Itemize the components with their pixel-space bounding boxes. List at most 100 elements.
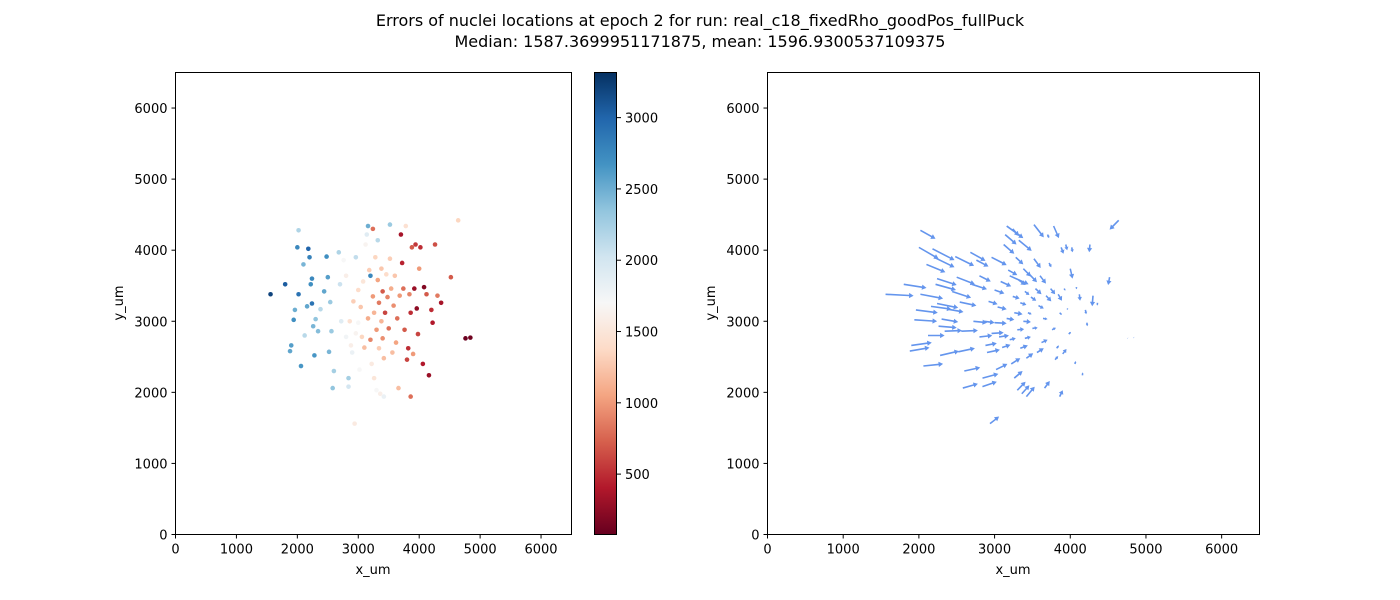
scatter-point bbox=[407, 291, 412, 297]
scatter-point bbox=[379, 266, 384, 271]
quiver-arrow bbox=[999, 333, 1009, 339]
scatter-point bbox=[338, 318, 344, 324]
quiver-arrow bbox=[1066, 308, 1069, 310]
scatter-point bbox=[301, 262, 306, 267]
quiver-arrow bbox=[1063, 288, 1066, 291]
scatter-point bbox=[380, 289, 385, 294]
scatter-point bbox=[304, 304, 310, 309]
quiver-arrow bbox=[885, 292, 914, 299]
scatter-point bbox=[364, 232, 370, 237]
quiver-arrow bbox=[1074, 361, 1077, 365]
scatter-y-tick-label: 5000 bbox=[134, 173, 167, 188]
scatter-point bbox=[352, 421, 357, 426]
quiver-y-tick-label: 6000 bbox=[726, 102, 759, 117]
scatter-point bbox=[387, 256, 393, 262]
scatter-point bbox=[396, 385, 401, 391]
scatter-point bbox=[308, 282, 314, 287]
scatter-point bbox=[346, 375, 351, 381]
scatter-point bbox=[306, 246, 311, 252]
scatter-point bbox=[408, 310, 413, 316]
scatter-point bbox=[295, 245, 300, 250]
scatter-point bbox=[392, 273, 398, 279]
scatter-point bbox=[382, 310, 388, 316]
scatter-point bbox=[315, 328, 321, 334]
scatter-y-tick-label: 1000 bbox=[134, 457, 167, 472]
scatter-point bbox=[321, 289, 327, 294]
scatter-point bbox=[326, 349, 332, 355]
quiver-arrow bbox=[1033, 258, 1041, 268]
scatter-point bbox=[404, 357, 410, 362]
colorbar-tick-label: 500 bbox=[625, 468, 650, 483]
scatter-point bbox=[376, 345, 382, 351]
quiver-arrow bbox=[938, 324, 957, 330]
quiver-y-tick-label: 3000 bbox=[726, 315, 759, 330]
quiver-arrow bbox=[1036, 348, 1044, 354]
scatter-point bbox=[394, 316, 400, 321]
scatter-point bbox=[438, 300, 444, 306]
quiver-arrow bbox=[1010, 358, 1021, 365]
scatter-point bbox=[368, 273, 373, 279]
scatter-point bbox=[371, 310, 377, 316]
scatter-point bbox=[365, 316, 371, 321]
quiver-y-axis-label: y_um bbox=[704, 285, 719, 320]
scatter-point bbox=[381, 355, 387, 361]
scatter-y-ticks: 0 1000 2000 3000 4000 5000 6000 bbox=[134, 102, 176, 544]
quiver-arrow bbox=[911, 340, 932, 347]
scatter-point bbox=[351, 299, 356, 304]
quiver-arrow bbox=[1018, 279, 1026, 285]
quiver-arrow bbox=[918, 246, 939, 259]
scatter-point bbox=[287, 348, 293, 354]
quiver-arrow bbox=[951, 290, 972, 299]
scatter-point bbox=[370, 226, 376, 232]
quiver-arrow bbox=[1133, 336, 1135, 339]
quiver-arrow bbox=[1096, 302, 1099, 306]
quiver-arrow bbox=[1109, 219, 1120, 230]
quiver-arrow bbox=[982, 372, 999, 379]
quiver-arrow bbox=[1012, 228, 1019, 236]
scatter-point bbox=[405, 345, 411, 351]
scatter-point bbox=[374, 387, 379, 393]
scatter-point bbox=[463, 336, 468, 341]
scatter-point bbox=[353, 331, 359, 336]
quiver-arrow bbox=[997, 305, 1007, 311]
quiver-arrow bbox=[962, 382, 978, 389]
quiver-arrow bbox=[1020, 344, 1028, 350]
quiver-arrow bbox=[1020, 301, 1027, 306]
scatter-point bbox=[391, 303, 396, 308]
quiver-arrow bbox=[1059, 312, 1062, 315]
quiver-arrow bbox=[1028, 273, 1037, 283]
quiver-arrow bbox=[1056, 345, 1059, 349]
quiver-arrow bbox=[1024, 335, 1031, 340]
quiver-arrow bbox=[920, 293, 944, 301]
quiver-arrow bbox=[1038, 304, 1044, 309]
quiver-arrow bbox=[1060, 247, 1065, 254]
colorbar-frame bbox=[594, 72, 617, 535]
scatter-point bbox=[421, 284, 427, 290]
scatter-point bbox=[343, 273, 349, 279]
quiver-arrow bbox=[1003, 243, 1015, 254]
quiver-y-tick-label: 0 bbox=[751, 529, 759, 544]
scatter-point bbox=[336, 250, 342, 255]
scatter-point bbox=[387, 222, 393, 227]
quiver-x-tick-label: 2000 bbox=[902, 543, 935, 558]
quiver-arrow bbox=[1127, 337, 1129, 339]
quiver-arrow bbox=[1077, 294, 1082, 301]
scatter-point bbox=[388, 286, 394, 291]
quiver-x-tick-label: 3000 bbox=[978, 543, 1011, 558]
scatter-point bbox=[414, 306, 420, 311]
quiver-arrow bbox=[1106, 277, 1112, 285]
scatter-points bbox=[268, 218, 473, 426]
quiver-arrow bbox=[991, 330, 1004, 336]
quiver-arrow bbox=[994, 289, 1005, 295]
scatter-point bbox=[347, 318, 353, 324]
scatter-point bbox=[353, 254, 359, 260]
quiver-arrow bbox=[932, 248, 955, 261]
colorbar-tick-label: 2000 bbox=[625, 254, 658, 269]
scatter-point bbox=[355, 320, 361, 325]
quiver-arrow bbox=[1000, 280, 1012, 287]
scatter-frame bbox=[175, 72, 572, 535]
quiver-x-tick-label: 5000 bbox=[1129, 543, 1162, 558]
quiver-y-tick-label: 1000 bbox=[726, 457, 759, 472]
scatter-point bbox=[403, 223, 409, 229]
scatter-point bbox=[327, 299, 333, 305]
